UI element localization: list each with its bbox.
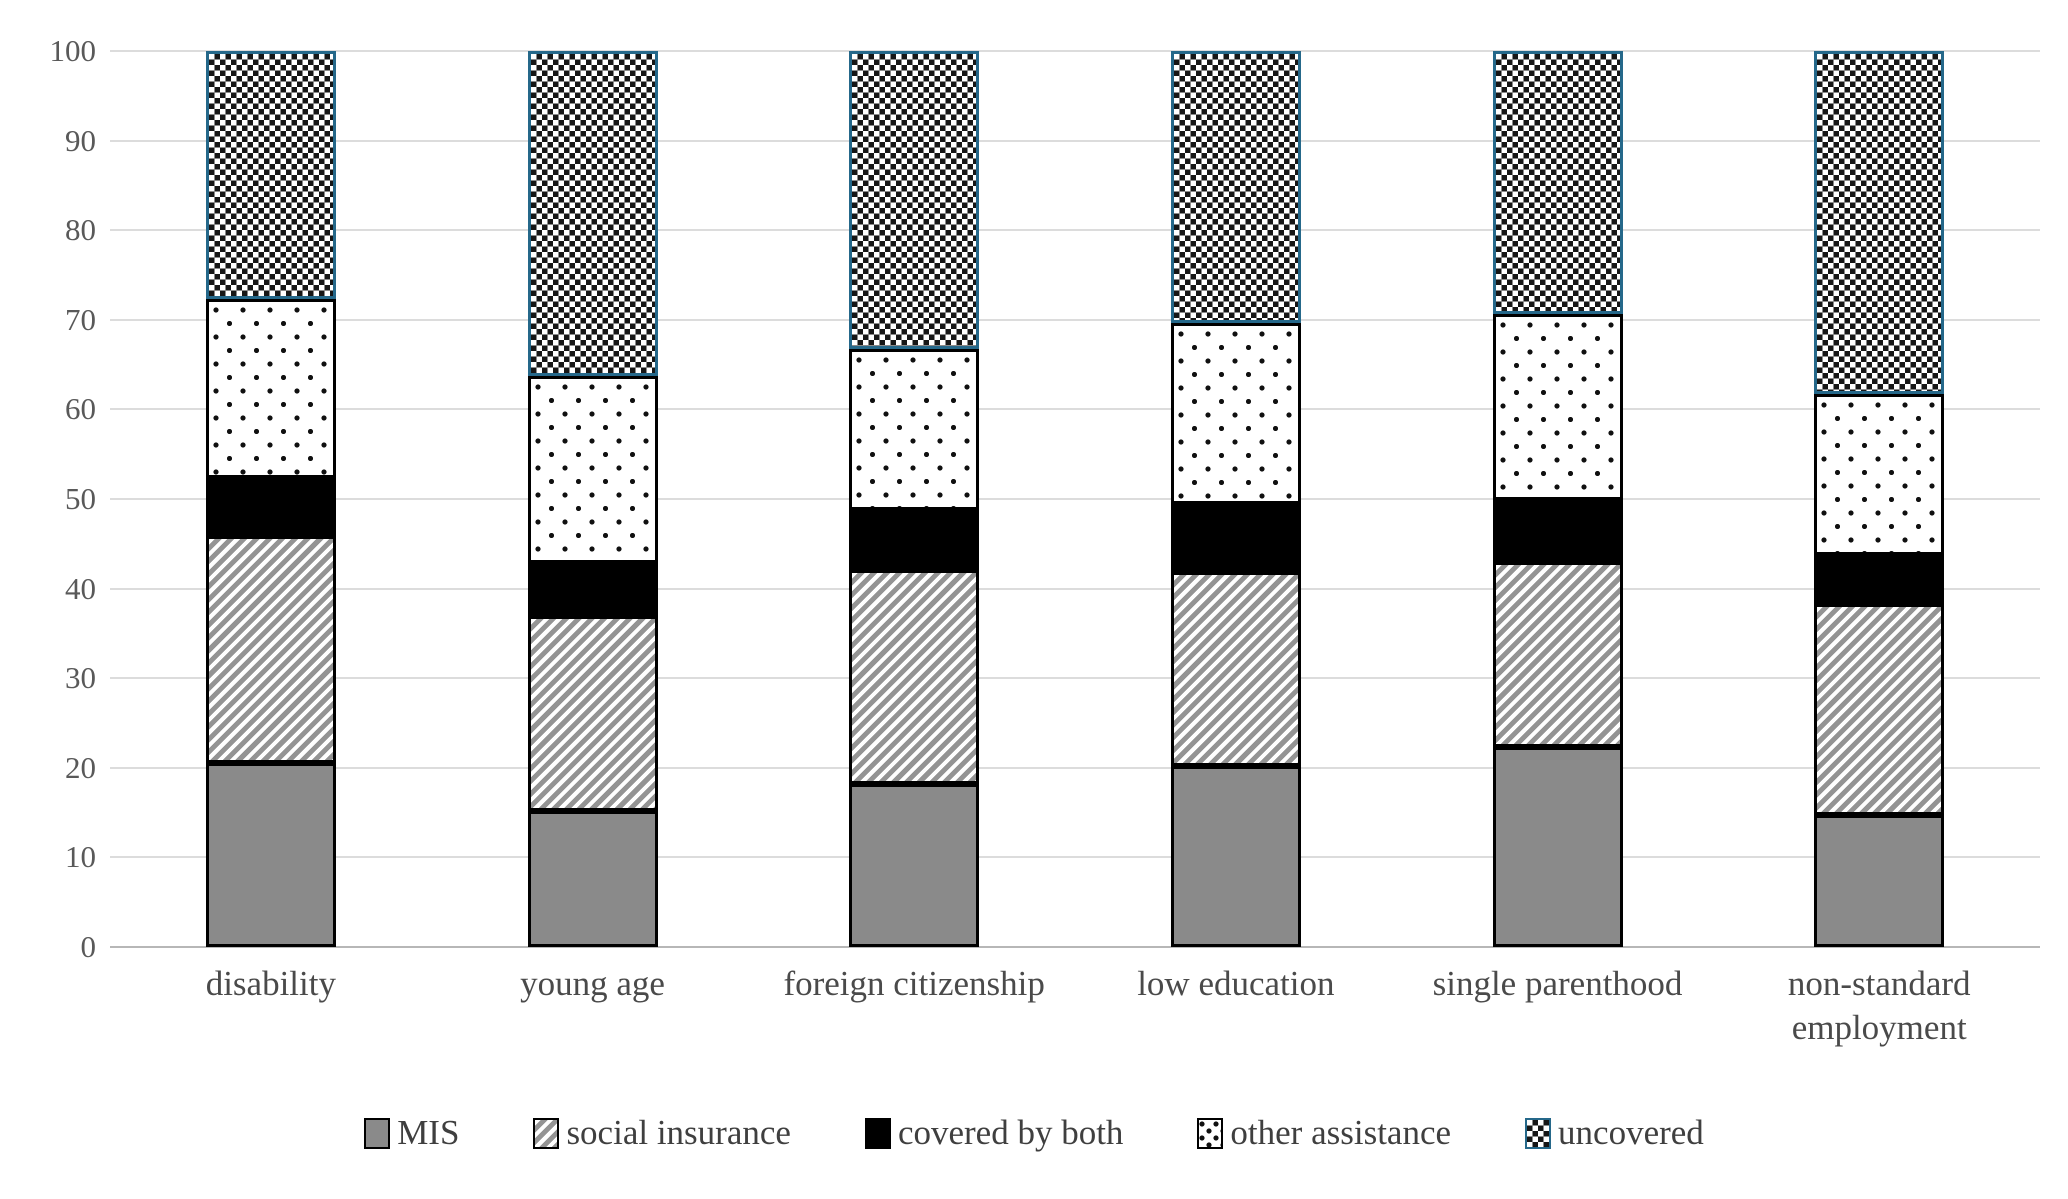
- segment-mis-non-standard-employment: [1814, 815, 1945, 947]
- segment-covered-by-both-non-standard-employment: [1814, 555, 1945, 604]
- legend-swatch-social-insurance: [533, 1117, 560, 1149]
- gridline: [110, 677, 2040, 680]
- segment-social-insurance-single-parenthood: [1492, 561, 1623, 748]
- x-category-label-foreign-citizenship: foreign citizenship: [783, 964, 1045, 1003]
- bar-low-education: [1170, 51, 1301, 947]
- segment-social-insurance-non-standard-employment: [1814, 603, 1945, 816]
- segment-mis-single-parenthood: [1492, 747, 1623, 947]
- gridline: [110, 318, 2040, 321]
- segment-other-assistance-young-age: [527, 376, 658, 563]
- segment-mis-foreign-citizenship: [849, 783, 980, 947]
- segment-social-insurance-foreign-citizenship: [849, 569, 980, 784]
- x-category-label-non-standard-employment: non-standard employment: [1787, 964, 1971, 1047]
- gridline: [110, 139, 2040, 142]
- segment-covered-by-both-low-education: [1170, 503, 1301, 572]
- bar-foreign-citizenship: [849, 51, 980, 947]
- y-tick-label: 80: [65, 212, 96, 248]
- legend-label: MIS: [397, 1113, 460, 1152]
- legend-item-social-insurance: social insurance: [533, 1113, 791, 1153]
- legend-item-mis: MIS: [364, 1113, 459, 1153]
- segment-other-assistance-non-standard-employment: [1814, 394, 1945, 556]
- segment-social-insurance-young-age: [527, 616, 658, 811]
- gridline: [110, 229, 2040, 232]
- x-category-label-young-age: young age: [520, 964, 665, 1003]
- plot-area: [110, 50, 2040, 948]
- y-tick-label: 100: [49, 33, 97, 68]
- legend-label: uncovered: [1558, 1113, 1704, 1152]
- y-axis: 0 10 20 30 40 50 60 70 80 90 100: [0, 34, 97, 964]
- segment-covered-by-both-foreign-citizenship: [849, 509, 980, 570]
- x-category-label-low-education: low education: [1137, 964, 1335, 1003]
- y-tick-label: 0: [80, 929, 97, 964]
- y-tick-label: 40: [65, 570, 96, 606]
- gridline: [110, 50, 2040, 52]
- legend-swatch-mis: [364, 1117, 391, 1149]
- segment-uncovered-single-parenthood: [1492, 51, 1623, 314]
- gridline: [110, 587, 2040, 590]
- bar-disability: [205, 51, 336, 947]
- y-tick-label: 60: [65, 391, 96, 427]
- bar-young-age: [527, 51, 658, 947]
- segment-other-assistance-foreign-citizenship: [849, 349, 980, 510]
- x-category-label-single-parenthood: single parenthood: [1432, 964, 1683, 1003]
- segment-social-insurance-low-education: [1170, 571, 1301, 767]
- legend-swatch-other-assistance: [1197, 1117, 1224, 1149]
- y-tick-label: 30: [65, 660, 96, 696]
- segment-social-insurance-disability: [205, 535, 336, 764]
- legend-label: other assistance: [1230, 1113, 1452, 1152]
- segment-uncovered-non-standard-employment: [1814, 51, 1945, 395]
- segment-mis-disability: [205, 763, 336, 947]
- x-axis: disability young age foreign citizenship lo…: [110, 962, 2040, 1050]
- gridline: [110, 498, 2040, 500]
- segment-covered-by-both-disability: [205, 477, 336, 536]
- y-tick-label: 50: [65, 481, 96, 516]
- bar-non-standard-employment: [1814, 51, 1945, 947]
- y-tick-label: 20: [65, 749, 96, 785]
- segment-uncovered-young-age: [527, 51, 658, 377]
- bar-single-parenthood: [1492, 51, 1623, 947]
- legend-item-uncovered: uncovered: [1525, 1113, 1704, 1153]
- y-tick-label: 70: [65, 301, 96, 337]
- segment-uncovered-disability: [205, 51, 336, 300]
- y-tick-label: 90: [65, 122, 96, 158]
- gridline: [110, 856, 2040, 859]
- x-axis-line: [110, 946, 2040, 948]
- legend-swatch-covered-by-both: [864, 1117, 891, 1149]
- segment-uncovered-low-education: [1170, 51, 1301, 324]
- y-tick-label: 10: [65, 839, 96, 875]
- segment-covered-by-both-single-parenthood: [1492, 499, 1623, 562]
- legend-label: covered by both: [897, 1113, 1124, 1152]
- segment-covered-by-both-young-age: [527, 562, 658, 617]
- segment-mis-young-age: [527, 810, 658, 947]
- segment-other-assistance-disability: [205, 299, 336, 478]
- gridline: [110, 408, 2040, 411]
- legend-label: social insurance: [566, 1113, 791, 1152]
- legend: MIS social insurance covered by both other …: [0, 1098, 2068, 1168]
- segment-other-assistance-single-parenthood: [1492, 313, 1623, 500]
- legend-item-covered-by-both: covered by both: [864, 1113, 1124, 1153]
- x-category-label-disability: disability: [205, 964, 336, 1003]
- segment-other-assistance-low-education: [1170, 323, 1301, 504]
- segment-uncovered-foreign-citizenship: [849, 51, 980, 350]
- legend-item-other-assistance: other assistance: [1197, 1113, 1451, 1153]
- segment-mis-low-education: [1170, 766, 1301, 947]
- legend-swatch-uncovered: [1525, 1117, 1552, 1149]
- gridline: [110, 766, 2040, 769]
